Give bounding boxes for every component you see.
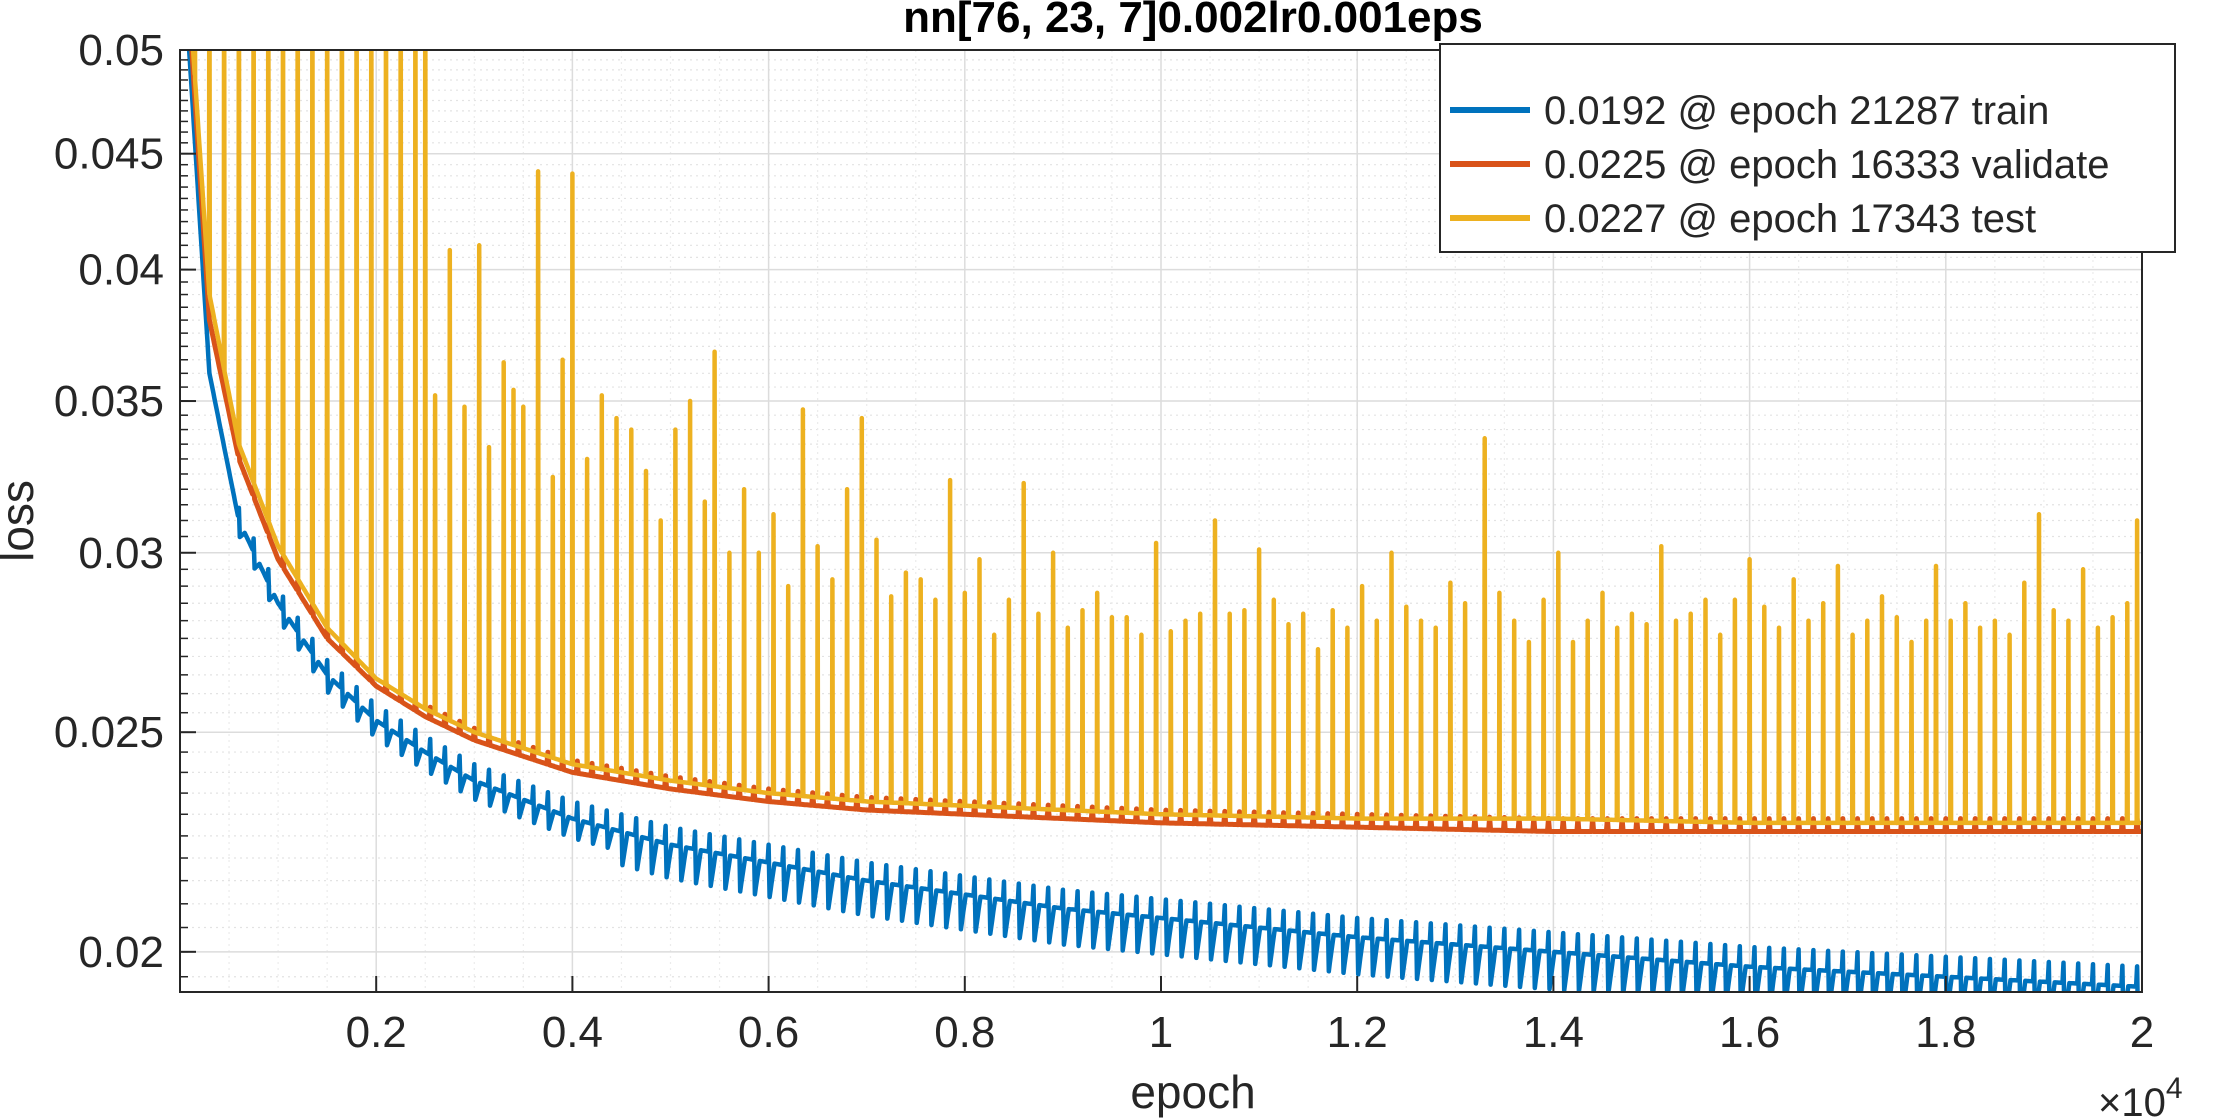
y-tick-label: 0.05 bbox=[78, 26, 164, 75]
x-tick-label: 1.2 bbox=[1327, 1008, 1388, 1057]
x-tick-label: 1.6 bbox=[1719, 1008, 1780, 1057]
x-tick-label: 0.4 bbox=[542, 1008, 603, 1057]
series-layer bbox=[186, 50, 2142, 992]
x-tick-label: 0.6 bbox=[738, 1008, 799, 1057]
series-validate-line bbox=[189, 50, 2142, 834]
y-tick-label: 0.035 bbox=[54, 377, 164, 426]
x-tick-label: 0.8 bbox=[934, 1008, 995, 1057]
y-axis-label: loss bbox=[0, 480, 43, 562]
x-tick-label: 0.2 bbox=[346, 1008, 407, 1057]
legend-label: 0.0225 @ epoch 16333 validate bbox=[1544, 143, 2110, 187]
x-tick-label: 1 bbox=[1149, 1008, 1173, 1057]
x-tick-label: 1.8 bbox=[1915, 1008, 1976, 1057]
x-tick-label: 1.4 bbox=[1523, 1008, 1584, 1057]
y-tick-label: 0.03 bbox=[78, 529, 164, 578]
x-tick-label: 2 bbox=[2130, 1008, 2154, 1057]
legend-box bbox=[1439, 43, 2176, 253]
x-axis-exponent: ×104 bbox=[2098, 1072, 2183, 1118]
ticks: 0.02 0.025 0.03 0.035 0.04 0.045 0.05 0.2 0.4 0.6… bbox=[54, 26, 2154, 1057]
x-axis-exponent-base: ×10 bbox=[2098, 1081, 2166, 1118]
x-axis-label: epoch bbox=[1130, 1066, 1255, 1118]
y-tick-label: 0.045 bbox=[54, 130, 164, 179]
y-tick-label: 0.04 bbox=[78, 246, 164, 295]
y-tick-label: 0.025 bbox=[54, 708, 164, 757]
y-tick-label: 0.02 bbox=[78, 928, 164, 977]
legend-label: 0.0192 @ epoch 21287 train bbox=[1544, 89, 2049, 133]
series-test-line bbox=[190, 50, 2142, 826]
series-train-line bbox=[186, 50, 2140, 992]
legend: 0.0192 @ epoch 21287 train 0.0225 @ epoch… bbox=[1439, 43, 2176, 253]
chart-title: nn[76, 23, 7]0.002lr0.001eps bbox=[903, 0, 1483, 42]
legend-label: 0.0227 @ epoch 17343 test bbox=[1544, 197, 2036, 241]
plot-area bbox=[186, 50, 2142, 992]
x-axis-exponent-power: 4 bbox=[2166, 1072, 2183, 1105]
